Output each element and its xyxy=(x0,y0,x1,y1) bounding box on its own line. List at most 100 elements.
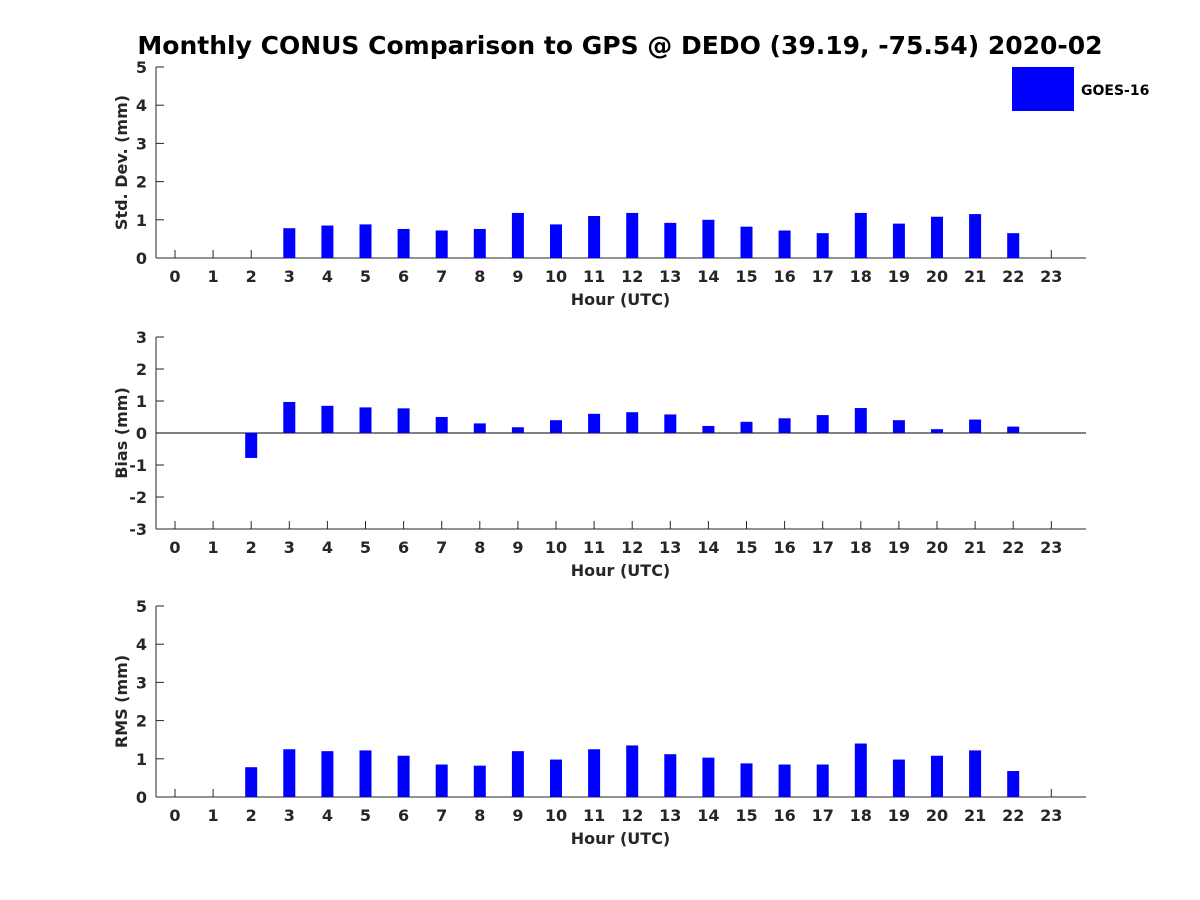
x-tick-label: 20 xyxy=(926,267,948,286)
bar-hour-3 xyxy=(283,228,296,258)
legend: GOES-16 xyxy=(1012,67,1149,111)
bar-hour-20 xyxy=(931,429,943,433)
bar-hour-7 xyxy=(435,764,448,797)
x-tick-label: 14 xyxy=(697,267,719,286)
bar-hour-6 xyxy=(397,408,410,433)
x-tick-label: 11 xyxy=(583,267,605,286)
bar-hour-6 xyxy=(397,755,410,797)
bar-hour-8 xyxy=(473,228,486,258)
x-tick-label: 5 xyxy=(360,806,371,825)
bar-hour-10 xyxy=(550,420,562,433)
x-tick-label: 7 xyxy=(436,806,447,825)
bar-hour-14 xyxy=(702,425,715,433)
bar-hour-5 xyxy=(359,224,372,258)
y-tick-label: 4 xyxy=(136,635,147,654)
bar-hour-22 xyxy=(1007,426,1020,433)
x-tick-label: 6 xyxy=(398,267,409,286)
legend-label-goes-16: GOES-16 xyxy=(1081,83,1149,99)
x-tick-label: 23 xyxy=(1040,806,1062,825)
bar-hour-13 xyxy=(664,754,677,797)
x-tick-label: 19 xyxy=(888,267,910,286)
bar-hour-21 xyxy=(969,750,982,797)
y-tick-label: -1 xyxy=(129,456,147,475)
x-axis-label: Hour (UTC) xyxy=(571,829,671,848)
bar-hour-15 xyxy=(740,226,753,258)
bar-hour-4 xyxy=(321,405,334,433)
x-tick-label: 13 xyxy=(659,538,681,557)
x-tick-label: 18 xyxy=(850,806,872,825)
bar-hour-21 xyxy=(969,214,982,258)
x-tick-label: 18 xyxy=(850,267,872,286)
x-tick-label: 17 xyxy=(812,806,834,825)
y-tick-label: 1 xyxy=(136,392,147,411)
x-tick-label: 16 xyxy=(773,806,795,825)
bar-hour-4 xyxy=(321,225,334,258)
x-tick-label: 15 xyxy=(735,538,757,557)
x-axis-label: Hour (UTC) xyxy=(571,561,671,580)
bar-hour-20 xyxy=(931,755,943,797)
x-tick-label: 5 xyxy=(360,267,371,286)
x-tick-label: 17 xyxy=(812,538,834,557)
x-tick-label: 13 xyxy=(659,806,681,825)
y-tick-label: 0 xyxy=(136,249,147,268)
x-tick-label: 18 xyxy=(850,538,872,557)
x-tick-label: 8 xyxy=(474,538,485,557)
y-tick-label: -2 xyxy=(129,488,147,507)
x-tick-label: 23 xyxy=(1040,538,1062,557)
x-tick-label: 5 xyxy=(360,538,371,557)
x-tick-label: 6 xyxy=(398,538,409,557)
x-tick-label: 1 xyxy=(208,538,219,557)
y-tick-label: 1 xyxy=(136,211,147,230)
bar-hour-9 xyxy=(511,212,524,258)
x-tick-label: 17 xyxy=(812,267,834,286)
bar-hour-10 xyxy=(550,224,562,258)
y-tick-label: 3 xyxy=(136,328,147,347)
x-tick-label: 2 xyxy=(246,267,257,286)
y-tick-label: 5 xyxy=(136,58,147,77)
bar-hour-17 xyxy=(816,764,829,797)
x-tick-label: 7 xyxy=(436,538,447,557)
bar-hour-11 xyxy=(588,215,601,258)
x-tick-label: 11 xyxy=(583,806,605,825)
x-tick-label: 9 xyxy=(512,806,523,825)
bar-hour-2 xyxy=(245,433,258,458)
x-tick-label: 23 xyxy=(1040,267,1062,286)
bar-hour-14 xyxy=(702,757,715,797)
x-tick-label: 7 xyxy=(436,267,447,286)
bar-hour-10 xyxy=(550,759,562,797)
x-tick-label: 21 xyxy=(964,538,986,557)
y-tick-label: 2 xyxy=(136,360,147,379)
x-tick-label: 10 xyxy=(545,538,567,557)
bar-hour-16 xyxy=(778,230,791,258)
bar-hour-8 xyxy=(473,423,486,433)
y-axis-label: Std. Dev. (mm) xyxy=(112,95,131,230)
x-tick-label: 1 xyxy=(208,267,219,286)
bar-hour-19 xyxy=(892,223,905,258)
x-tick-label: 8 xyxy=(474,806,485,825)
bar-hour-7 xyxy=(435,230,448,258)
bar-hour-13 xyxy=(664,222,677,258)
y-tick-label: 0 xyxy=(136,788,147,807)
bar-hour-14 xyxy=(702,219,715,258)
bar-hour-3 xyxy=(283,401,296,433)
x-tick-label: 15 xyxy=(735,267,757,286)
x-tick-label: 9 xyxy=(512,267,523,286)
x-tick-label: 10 xyxy=(545,806,567,825)
x-tick-label: 22 xyxy=(1002,806,1024,825)
bar-hour-19 xyxy=(892,420,905,433)
bar-hour-6 xyxy=(397,228,410,258)
bar-hour-15 xyxy=(740,763,753,797)
x-tick-label: 22 xyxy=(1002,538,1024,557)
bar-hour-5 xyxy=(359,750,372,797)
bar-hour-4 xyxy=(321,751,334,797)
x-tick-label: 0 xyxy=(169,806,180,825)
bar-hour-12 xyxy=(626,412,639,433)
x-tick-label: 4 xyxy=(322,538,333,557)
bar-hour-21 xyxy=(969,419,982,433)
bar-hour-16 xyxy=(778,764,791,797)
x-tick-label: 12 xyxy=(621,806,643,825)
bar-hour-12 xyxy=(626,745,639,797)
x-tick-label: 3 xyxy=(284,267,295,286)
x-tick-label: 19 xyxy=(888,806,910,825)
